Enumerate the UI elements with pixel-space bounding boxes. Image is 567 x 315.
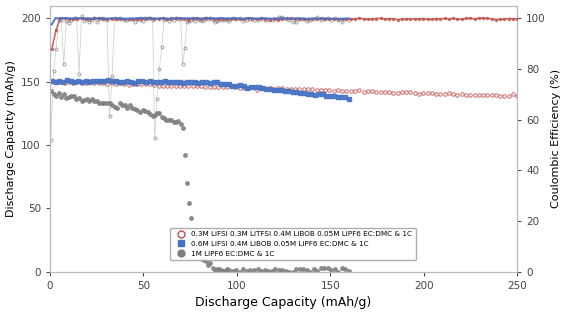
- Y-axis label: Discharge Capacity (mAh/g): Discharge Capacity (mAh/g): [6, 60, 15, 217]
- Legend: 0.3M LiFSI 0.3M LiTFSI 0.4M LiBOB 0.05M LiPF6 EC:DMC & 1C, 0.6M LiFSI 0.4M LiBOB: 0.3M LiFSI 0.3M LiTFSI 0.4M LiBOB 0.05M …: [170, 228, 416, 260]
- X-axis label: Discharge Capacity (mAh/g): Discharge Capacity (mAh/g): [196, 296, 372, 309]
- Y-axis label: Coulombic Efficiency (%): Coulombic Efficiency (%): [552, 69, 561, 208]
